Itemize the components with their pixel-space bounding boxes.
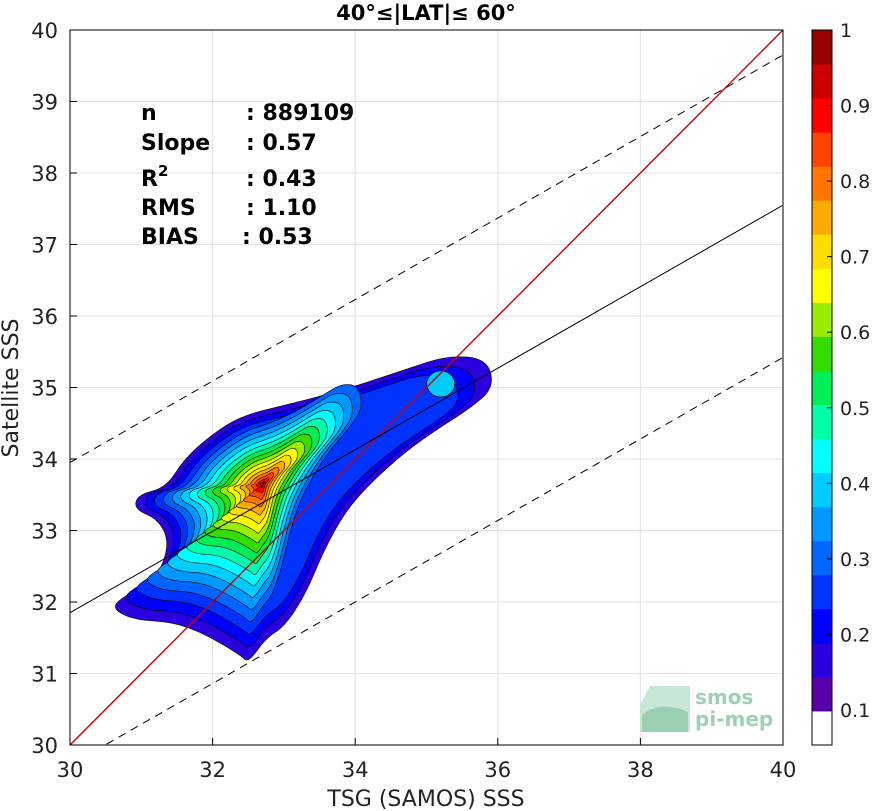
colorbar-frame [811,29,833,746]
colorbar-swatch [812,438,832,474]
colorbar-tick-label: 0.3 [840,549,870,571]
stat-n-value: : 889109 [246,101,354,126]
colorbar-swatch [812,30,832,65]
y-tick-label: 40 [31,19,58,43]
stats-box: n : 889109 Slope : 0.57 R2 : 0.43 RMS : … [141,101,354,250]
colorbar-swatch [812,98,832,133]
x-tick-label: 30 [57,758,84,782]
stat-rms-label: RMS [141,196,196,221]
y-axis-label: Satellite SSS [0,319,24,458]
colorbar-swatch [812,472,832,508]
lower-bound-line [104,357,783,745]
colorbar-swatch [812,676,832,712]
x-tick-label: 36 [484,758,511,782]
x-tick-label: 40 [770,758,797,782]
colorbar-swatch [812,608,832,644]
y-tick-label: 35 [31,377,58,401]
secondary-peak-contour [426,370,456,398]
stat-n-label: n [141,101,157,126]
logo-wave-icon-2 [642,706,688,732]
colorbar-tick-label: 0.5 [840,398,870,420]
colorbar-tick-label: 0.8 [840,171,870,193]
colorbar-tick-label: 0.6 [840,322,870,344]
upper-bound-line [70,54,783,464]
stat-slope-label: Slope [141,131,210,156]
chart-title: 40°≤|LAT|≤ 60° [336,1,516,26]
colorbar-tick-label: 0.1 [840,700,870,722]
y-tick-label: 34 [31,448,58,472]
colorbar-tick-label: 0.7 [840,247,870,269]
stat-r2-label: R2 [141,162,168,192]
colorbar-swatch [812,642,832,678]
density-contour-level [259,481,266,488]
colorbar-swatch [812,574,832,610]
stat-slope-value: : 0.57 [246,131,317,156]
colorbar-tick-label: 0.2 [840,624,870,646]
x-axis-label: TSG (SAMOS) SSS [326,787,524,811]
stat-bias-label: BIAS [141,225,199,250]
y-tick-label: 33 [31,520,58,544]
y-tick-label: 39 [31,91,58,115]
colorbar-swatch [812,302,832,337]
colorbar-swatch [812,506,832,542]
x-tick-label: 34 [342,758,369,782]
colorbar-swatch [812,404,832,440]
x-axis-ticks: 30 32 34 36 38 40 [57,738,797,782]
colorbar-swatch [812,268,832,303]
colorbar-tick-label: 1 [840,20,852,42]
colorbar-swatch [812,200,832,235]
y-tick-label: 32 [31,591,58,615]
colorbar-tick-label: 0.9 [840,96,870,118]
y-tick-label: 36 [31,305,58,329]
smos-pi-mep-logo: smos pi-mep [640,685,773,732]
colorbar-tick-label: 0.4 [840,473,870,495]
y-tick-label: 31 [31,663,58,687]
colorbar-swatch [812,540,832,576]
density-contours [115,356,492,661]
colorbar-swatch [812,370,832,406]
colorbar-swatch [812,64,832,99]
colorbar-swatch [812,166,832,201]
stat-bias-value: : 0.53 [242,225,313,250]
colorbar: 0.1 0.2 0.3 0.4 0.5 0.6 0.7 0.8 0.9 1 [811,20,870,746]
y-axis-ticks: 30 31 32 33 34 35 36 37 38 39 40 [31,19,77,758]
stat-r2-value: : 0.43 [246,167,317,192]
colorbar-swatch [812,132,832,167]
regression-line [70,204,783,614]
colorbar-swatch [812,336,832,371]
y-tick-label: 38 [31,162,58,186]
x-tick-label: 32 [199,758,226,782]
colorbar-swatch [812,234,832,269]
reference-lines [70,30,783,745]
colorbar-swatch [812,710,832,746]
y-tick-label: 30 [31,734,58,758]
x-tick-label: 38 [627,758,654,782]
logo-text-pimep: pi-mep [695,707,773,731]
logo-text-smos: smos [695,685,753,709]
identity-line [70,30,783,745]
stat-rms-value: : 1.10 [246,196,317,221]
y-tick-label: 37 [31,234,58,258]
